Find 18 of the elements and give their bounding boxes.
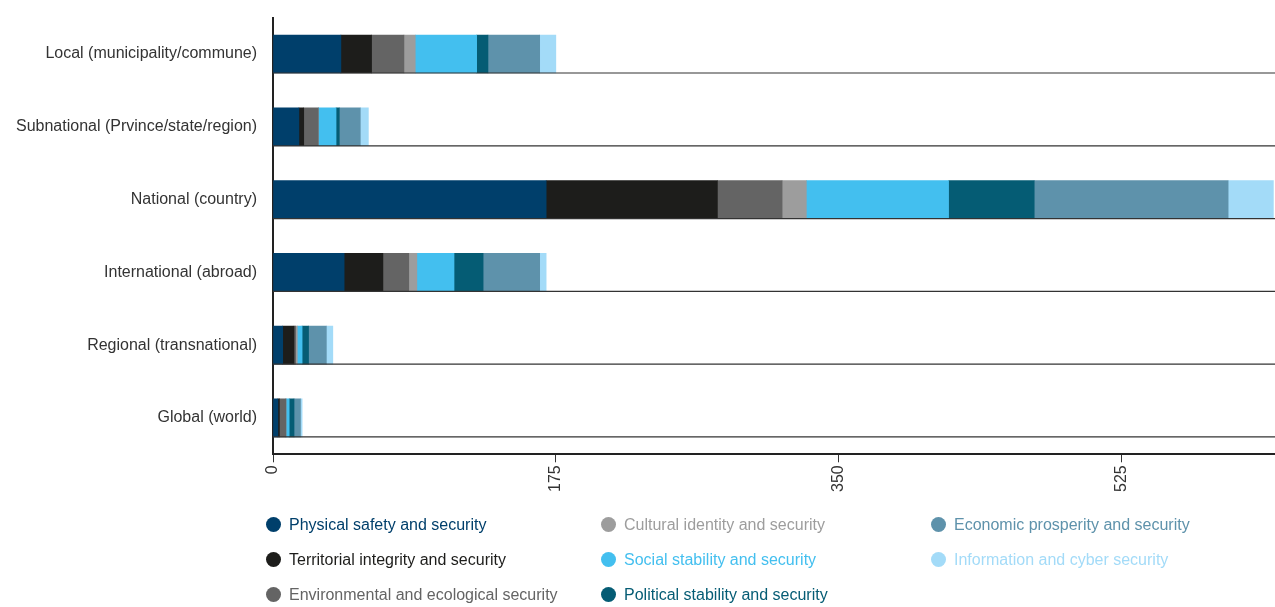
legend-label: Economic prosperity and security	[954, 515, 1190, 534]
y-tick-label: Subnational (Prvince/state/region)	[15, 117, 258, 135]
y-tick-label: Local (municipality/commune)	[45, 44, 258, 62]
legend-label: Information and cyber security	[954, 550, 1169, 569]
legend-label: Political stability and security	[624, 585, 828, 604]
x-tick-label: 175	[546, 465, 564, 493]
y-tick-label: Global (world)	[157, 408, 258, 426]
legend-label: Cultural identity and security	[624, 515, 825, 534]
legend-label: Territorial integrity and security	[289, 550, 506, 569]
x-tick-label: 350	[829, 465, 847, 493]
legend-label: Social stability and security	[624, 550, 817, 569]
legend-label: Environmental and ecological security	[289, 585, 558, 604]
x-tick-label: 0	[263, 465, 281, 475]
legend-label: Physical safety and security	[289, 515, 487, 534]
y-tick-label: Regional (transnational)	[87, 335, 258, 353]
y-tick-label: International (abroad)	[104, 262, 258, 280]
x-tick-label: 525	[1111, 465, 1129, 493]
y-tick-label: National (country)	[130, 189, 258, 207]
